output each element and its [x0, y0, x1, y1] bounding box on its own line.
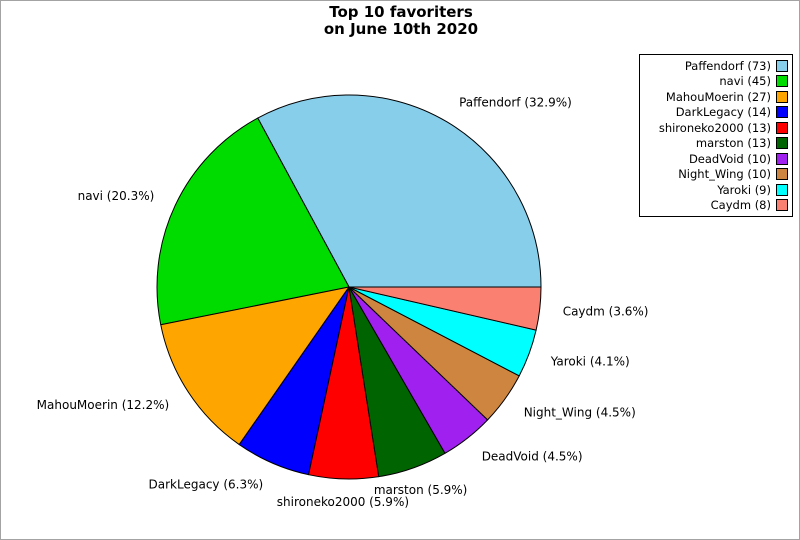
- legend-item-Caydm: Caydm (8): [644, 198, 788, 214]
- legend-item-Paffendorf: Paffendorf (73): [644, 58, 788, 74]
- legend-item-Yaroki: Yaroki (9): [644, 182, 788, 198]
- legend-label: marston (13): [695, 136, 771, 151]
- legend-item-navi: navi (45): [644, 74, 788, 90]
- slice-label-Night_Wing: Night_Wing (4.5%): [524, 406, 636, 420]
- slice-label-MahouMoerin: MahouMoerin (12.2%): [37, 398, 170, 412]
- legend-label: navi (45): [719, 74, 771, 89]
- legend-swatch: [776, 152, 788, 165]
- chart-title-line-1: Top 10 favoriters: [329, 3, 473, 21]
- legend-swatch: [776, 199, 788, 212]
- slice-label-Caydm: Caydm (3.6%): [563, 305, 649, 319]
- legend-item-Night_Wing: Night_Wing (10): [644, 167, 788, 183]
- pie-slice-navi: [156, 117, 350, 326]
- legend-swatch: [776, 183, 788, 196]
- legend-label: Yaroki (9): [717, 182, 771, 197]
- legend-label: Paffendorf (73): [684, 58, 771, 73]
- legend-swatch: [776, 90, 788, 103]
- legend: Paffendorf (73) navi (45) MahouMoerin (27)…: [639, 54, 793, 217]
- legend-item-MahouMoerin: MahouMoerin (27): [644, 89, 788, 105]
- slice-label-marston: marston (5.9%): [374, 483, 468, 497]
- legend-swatch: [776, 75, 788, 88]
- legend-label: Caydm (8): [710, 198, 771, 213]
- legend-item-DeadVoid: DeadVoid (10): [644, 151, 788, 167]
- chart-title-line-2: on June 10th 2020: [323, 20, 479, 38]
- chart-title: Top 10 favoriters on June 10th 2020: [1, 3, 799, 38]
- legend-swatch: [776, 59, 788, 72]
- legend-item-shironeko2000: shironeko2000 (13): [644, 120, 788, 136]
- slice-label-shironeko2000: shironeko2000 (5.9%): [277, 495, 409, 509]
- legend-label: DarkLegacy (14): [675, 105, 771, 120]
- legend-swatch: [776, 106, 788, 119]
- slice-label-Yaroki: Yaroki (4.1%): [550, 355, 630, 369]
- legend-item-marston: marston (13): [644, 136, 788, 152]
- slice-label-Paffendorf: Paffendorf (32.9%): [459, 96, 572, 110]
- legend-swatch: [776, 137, 788, 150]
- legend-swatch: [776, 168, 788, 181]
- legend-label: shironeko2000 (13): [658, 120, 771, 135]
- pie-slice-Caydm: [348, 286, 542, 331]
- legend-swatch: [776, 121, 788, 134]
- legend-label: Night_Wing (10): [678, 167, 771, 182]
- slice-label-DarkLegacy: DarkLegacy (6.3%): [149, 477, 264, 491]
- pie-slice-Paffendorf: [257, 94, 542, 288]
- slice-label-DeadVoid: DeadVoid (4.5%): [482, 449, 583, 463]
- legend-label: MahouMoerin (27): [665, 89, 771, 104]
- legend-item-DarkLegacy: DarkLegacy (14): [644, 105, 788, 121]
- legend-label: DeadVoid (10): [688, 151, 771, 166]
- pie-slice-MahouMoerin: [160, 286, 350, 446]
- slice-label-navi: navi (20.3%): [78, 189, 155, 203]
